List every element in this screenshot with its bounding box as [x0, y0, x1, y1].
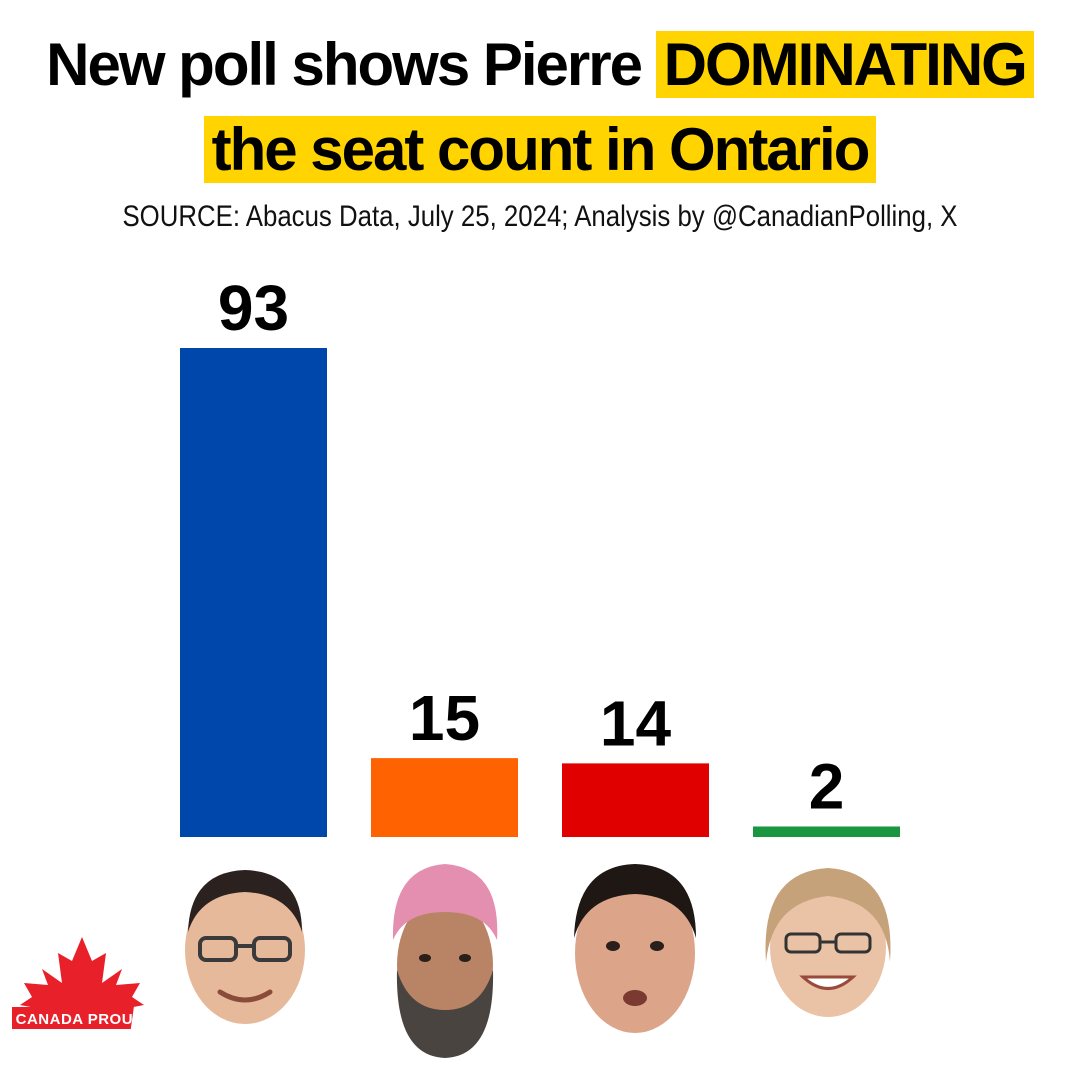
face-icon: [574, 864, 696, 1033]
bar-3: [562, 763, 709, 837]
logo-banner: [12, 1007, 134, 1029]
title-highlight-dominating: DOMINATING: [655, 31, 1034, 98]
bar-1: [180, 348, 327, 837]
canada-proud-logo: CANADA PROUD: [12, 937, 145, 1029]
face-icon: [185, 870, 305, 1024]
bar-value-label-4: 2: [809, 750, 845, 822]
logo-text: CANADA PROUD: [16, 1011, 145, 1028]
bar-2: [371, 758, 518, 837]
title-line-1: New poll shows Pierre DOMINATING: [0, 30, 1080, 100]
title-highlight-seat-count: the seat count in Ontario: [203, 116, 877, 183]
bar-4: [753, 826, 900, 837]
maple-leaf-icon: [20, 937, 144, 1019]
source-caption: SOURCE: Abacus Data, July 25, 2024; Anal…: [122, 200, 958, 233]
bar-value-label-1: 93: [218, 272, 289, 344]
bar-value-label-3: 14: [600, 687, 672, 759]
bar-value-label-2: 15: [409, 682, 480, 754]
title-line-2: the seat count in Ontario: [0, 115, 1080, 185]
title-plain-text: New poll shows Pierre: [46, 31, 656, 98]
face-glasses-icon: [765, 868, 891, 1017]
face-turban-icon: [392, 864, 498, 1058]
